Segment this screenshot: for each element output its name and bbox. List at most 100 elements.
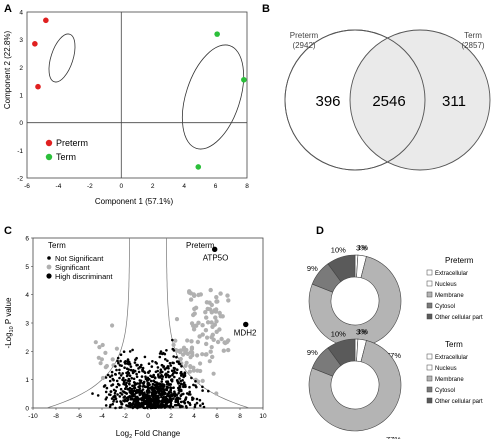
not-significant-point	[178, 404, 182, 408]
not-significant-point	[147, 371, 150, 374]
not-significant-point	[129, 404, 132, 407]
not-significant-point	[172, 397, 175, 400]
not-significant-point	[146, 390, 149, 394]
y-tick-label: -2	[17, 176, 23, 183]
not-significant-point	[133, 369, 137, 373]
x-tick-label: 10	[259, 413, 267, 420]
not-significant-point	[138, 387, 142, 390]
not-significant-point	[202, 405, 206, 409]
legend-swatch	[426, 397, 433, 404]
significant-point	[178, 350, 183, 355]
x-tick-label: -10	[28, 413, 38, 420]
data-point-term	[195, 164, 202, 170]
not-significant-point	[155, 362, 158, 365]
not-significant-point	[134, 395, 137, 398]
not-significant-point	[138, 405, 142, 409]
not-significant-point	[128, 350, 132, 353]
x-tick-label: -4	[56, 183, 62, 190]
not-significant-point	[161, 383, 164, 386]
not-significant-point	[183, 374, 187, 378]
not-significant-point	[131, 402, 134, 406]
y-tick-label: 2	[19, 65, 23, 72]
significant-point	[100, 342, 105, 348]
significant-point	[218, 291, 223, 296]
not-significant-point	[156, 385, 160, 388]
not-significant-point	[166, 359, 169, 363]
not-significant-point	[140, 391, 143, 394]
legend-swatch	[426, 386, 433, 393]
annotation-label: MDH2	[234, 328, 257, 337]
legend-label: Membrane	[435, 377, 464, 383]
x-tick-label: 8	[245, 183, 249, 190]
not-significant-point	[160, 380, 163, 383]
slice-percent-label: 77%	[386, 435, 401, 439]
not-significant-point	[180, 365, 183, 368]
not-significant-point	[150, 404, 153, 408]
significant-point	[188, 297, 194, 302]
not-significant-point	[172, 366, 176, 370]
x-tick-label: 6	[215, 413, 219, 420]
not-significant-point	[159, 370, 162, 374]
not-significant-point	[140, 363, 143, 367]
not-significant-point	[199, 404, 202, 407]
significant-point	[200, 352, 205, 357]
x-tick-label: 2	[169, 413, 173, 420]
not-significant-point	[159, 387, 162, 391]
x-tick-label: -8	[53, 413, 59, 420]
significant-point	[188, 364, 193, 370]
not-significant-point	[121, 372, 124, 375]
legend-high-discriminant-label: High discriminant	[55, 272, 113, 281]
not-significant-point	[159, 393, 162, 397]
panel-d-donut-charts: 1%3%77%9%10%PretermExtracellularNucleusM…	[307, 243, 483, 439]
not-significant-point	[115, 368, 118, 372]
not-significant-point	[104, 376, 108, 379]
not-significant-point	[176, 368, 179, 372]
not-significant-point	[172, 369, 176, 372]
not-significant-point	[131, 348, 134, 352]
not-significant-point	[113, 398, 116, 401]
not-significant-point	[148, 378, 151, 381]
not-significant-point	[207, 389, 210, 393]
not-significant-point	[137, 367, 140, 370]
y-tick-label: 1	[25, 377, 29, 384]
significant-point	[204, 352, 209, 357]
not-significant-point	[114, 372, 117, 376]
not-significant-point	[167, 375, 171, 379]
slice-percent-label: 3%	[356, 244, 367, 253]
not-significant-point	[178, 377, 181, 380]
significant-point	[189, 350, 195, 355]
not-significant-point	[190, 376, 193, 380]
significant-point	[225, 293, 230, 298]
not-significant-point	[122, 350, 126, 354]
significant-point	[185, 351, 190, 356]
not-significant-point	[152, 379, 155, 383]
not-significant-point	[175, 403, 178, 407]
not-significant-point	[144, 377, 148, 381]
not-significant-point	[144, 399, 147, 403]
not-significant-point	[168, 361, 172, 365]
not-significant-point	[164, 358, 167, 361]
plot-frame	[26, 11, 248, 179]
not-significant-point	[122, 396, 125, 399]
not-significant-point	[158, 352, 162, 355]
legend-label: Cytosol	[435, 388, 455, 394]
not-significant-point	[91, 392, 94, 395]
significant-point	[209, 335, 214, 340]
significant-point	[195, 368, 200, 373]
not-significant-point	[132, 389, 136, 393]
not-significant-point	[175, 393, 179, 397]
not-significant-point	[139, 379, 143, 383]
significant-point	[224, 339, 230, 345]
significant-point	[198, 361, 203, 366]
x-tick-label: 8	[238, 413, 242, 420]
not-significant-point	[159, 368, 163, 372]
slice-percent-label: 10%	[331, 246, 346, 255]
not-significant-point	[142, 384, 145, 388]
not-significant-point	[162, 351, 165, 355]
not-significant-point	[143, 393, 147, 396]
significant-point	[184, 360, 189, 365]
not-significant-point	[173, 375, 176, 379]
significant-point	[200, 378, 205, 383]
x-axis-title: Log2 Fold Change	[116, 429, 181, 439]
slice-percent-label: 77%	[386, 351, 401, 360]
